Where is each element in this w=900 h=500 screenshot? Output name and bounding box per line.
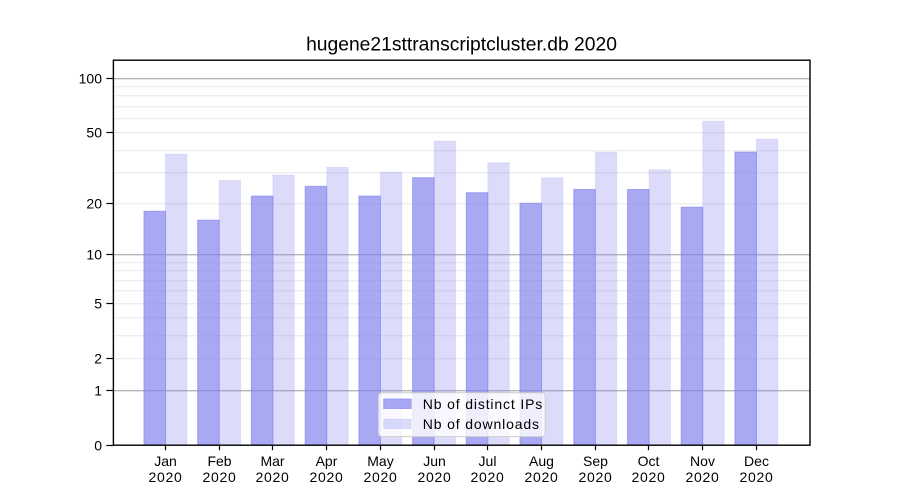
svg-text:2020: 2020 bbox=[310, 469, 344, 485]
svg-text:Sep: Sep bbox=[583, 453, 608, 469]
svg-text:2020: 2020 bbox=[632, 469, 666, 485]
svg-text:2020: 2020 bbox=[525, 469, 559, 485]
svg-text:2020: 2020 bbox=[256, 469, 290, 485]
svg-text:1: 1 bbox=[94, 383, 102, 399]
svg-text:2020: 2020 bbox=[364, 469, 398, 485]
svg-text:2020: 2020 bbox=[686, 469, 720, 485]
svg-text:2020: 2020 bbox=[203, 469, 237, 485]
svg-text:2020: 2020 bbox=[579, 469, 613, 485]
svg-text:May: May bbox=[367, 453, 393, 469]
svg-text:100: 100 bbox=[79, 71, 103, 87]
svg-text:0: 0 bbox=[94, 438, 102, 454]
svg-text:Aug: Aug bbox=[529, 453, 554, 469]
svg-text:hugene21sttranscriptcluster.db: hugene21sttranscriptcluster.db 2020 bbox=[306, 35, 617, 56]
svg-text:Jun: Jun bbox=[423, 453, 446, 469]
svg-text:2: 2 bbox=[94, 351, 102, 367]
svg-text:Nb of distinct IPs: Nb of distinct IPs bbox=[423, 396, 543, 412]
svg-text:Jul: Jul bbox=[479, 453, 497, 469]
svg-text:2020: 2020 bbox=[740, 469, 774, 485]
svg-text:Mar: Mar bbox=[260, 453, 284, 469]
svg-text:Nov: Nov bbox=[690, 453, 715, 469]
svg-text:2020: 2020 bbox=[149, 469, 183, 485]
svg-text:20: 20 bbox=[86, 196, 102, 212]
svg-text:2020: 2020 bbox=[471, 469, 505, 485]
svg-text:Oct: Oct bbox=[638, 453, 660, 469]
svg-text:Jan: Jan bbox=[154, 453, 177, 469]
svg-text:Nb of downloads: Nb of downloads bbox=[423, 416, 540, 432]
svg-text:2020: 2020 bbox=[418, 469, 452, 485]
svg-text:Apr: Apr bbox=[316, 453, 338, 469]
svg-text:5: 5 bbox=[94, 296, 102, 312]
svg-text:Dec: Dec bbox=[744, 453, 769, 469]
svg-text:Feb: Feb bbox=[207, 453, 231, 469]
svg-text:50: 50 bbox=[86, 125, 102, 141]
svg-text:10: 10 bbox=[86, 247, 102, 263]
